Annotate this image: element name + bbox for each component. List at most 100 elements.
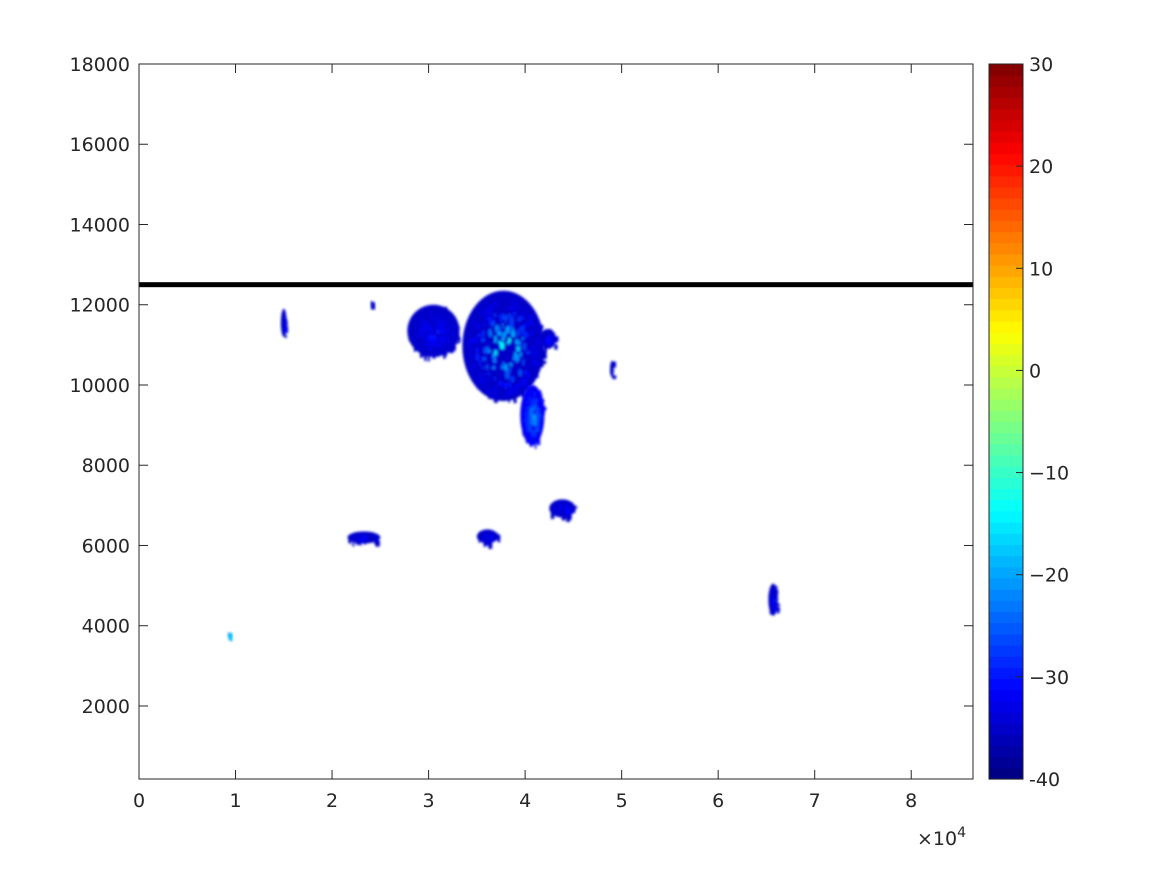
echo-pixel (569, 509, 573, 514)
echo-pixel (414, 341, 418, 348)
echo-pixel (769, 610, 773, 615)
echo-pixel (549, 337, 554, 344)
echo-pixel (504, 382, 507, 390)
echo-pixel (284, 326, 289, 334)
echo-pixel (517, 329, 520, 337)
echo-pixel (442, 339, 447, 343)
echo-pixel (522, 307, 526, 311)
echo-pixel (526, 350, 530, 355)
colorbar-step (989, 242, 1023, 255)
echo-pixel (771, 596, 774, 602)
echo-pixel (283, 310, 286, 316)
echo-pixel (421, 313, 425, 316)
echo-pixel (436, 324, 441, 329)
y-axis: 2000 4000 6000 8000 10000 12000 14000 16000 1800… (70, 54, 973, 718)
echo-pixel (470, 369, 474, 373)
echo-pixel (485, 346, 489, 354)
echo-pixel (548, 339, 551, 343)
echo-pixel (531, 430, 536, 437)
echo-pixel (518, 369, 522, 377)
echo-pixel (497, 534, 501, 538)
echo-pixel (541, 416, 545, 421)
echo-pixel (466, 333, 470, 336)
echo-pixel (533, 313, 537, 317)
colorbar-step (989, 75, 1023, 87)
echo-pixel (513, 311, 517, 316)
echo-pixel (526, 420, 531, 424)
echo-pixel (443, 354, 446, 359)
echo-pixel (422, 351, 424, 358)
echo-pixel (364, 535, 368, 540)
echo-pixel (510, 325, 513, 329)
colorbar-step (989, 265, 1023, 277)
colorbar-step (989, 387, 1023, 400)
echo-pixel (463, 349, 467, 357)
echo-layer (227, 290, 780, 642)
echo-pixel (493, 357, 496, 363)
echo-pixel (529, 410, 533, 416)
echo-pixel (524, 428, 527, 433)
echo-pixel (478, 538, 481, 543)
colorbar-step (989, 175, 1023, 188)
colorbar-step (989, 577, 1023, 590)
echo-pixel (423, 320, 425, 327)
colorbar-step (989, 365, 1023, 378)
echo-pixel (495, 532, 498, 536)
echo-pixel (541, 359, 544, 364)
colorbar-step (989, 64, 1023, 76)
echo-pixel (472, 321, 476, 328)
echo-pixel (425, 334, 429, 341)
echo-pixel (516, 383, 520, 389)
echo-pixel (280, 321, 284, 327)
echo-pixel (471, 363, 475, 371)
echo-pixel (448, 342, 452, 346)
echo-pixel (529, 316, 534, 319)
echo-pixel (424, 350, 428, 358)
echo-pixel (522, 429, 525, 436)
echo-region (520, 384, 547, 449)
echo-pixel (551, 507, 556, 515)
echo-pixel (502, 393, 507, 397)
echo-pixel (505, 326, 510, 334)
echo-pixel (542, 360, 547, 364)
echo-pixel (612, 375, 617, 380)
echo-pixel (549, 329, 552, 333)
echo-pixel (530, 438, 533, 442)
echo-pixel (529, 417, 533, 423)
echo-region (768, 583, 780, 616)
echo-pixel (492, 353, 496, 358)
echo-pixel (433, 321, 436, 324)
colorbar-step (989, 745, 1023, 758)
y-tick-label: 12000 (70, 295, 130, 317)
echo-pixel (610, 368, 613, 374)
echo-pixel (480, 311, 483, 315)
echo-pixel (432, 339, 436, 346)
echo-pixel (571, 502, 573, 506)
x-tick-label: 2 (326, 790, 338, 812)
echo-pixel (540, 324, 544, 329)
colorbar-step (989, 767, 1023, 780)
echo-pixel (488, 329, 491, 336)
echo-pixel (419, 348, 423, 352)
echo-pixel (508, 396, 511, 403)
y-tick-label: 6000 (82, 535, 130, 557)
echo-pixel (492, 366, 496, 370)
echo-pixel (514, 352, 517, 358)
echo-pixel (422, 343, 425, 347)
echo-pixel (487, 377, 490, 382)
colorbar-step (989, 276, 1023, 289)
colorbar-tick-label: 30 (1029, 54, 1053, 76)
echo-pixel (455, 330, 460, 336)
echo-pixel (521, 337, 525, 341)
echo-pixel (494, 350, 497, 356)
echo-pixel (451, 330, 455, 337)
echo-pixel (524, 311, 527, 315)
colorbar-step (989, 421, 1023, 434)
echo-pixel (488, 349, 491, 353)
echo-pixel (508, 338, 511, 343)
echo-pixel (508, 313, 511, 317)
x-tick-label: 1 (229, 790, 241, 812)
y-tick-label: 16000 (70, 134, 130, 156)
echo-pixel (536, 408, 540, 414)
echo-pixel (509, 323, 512, 330)
